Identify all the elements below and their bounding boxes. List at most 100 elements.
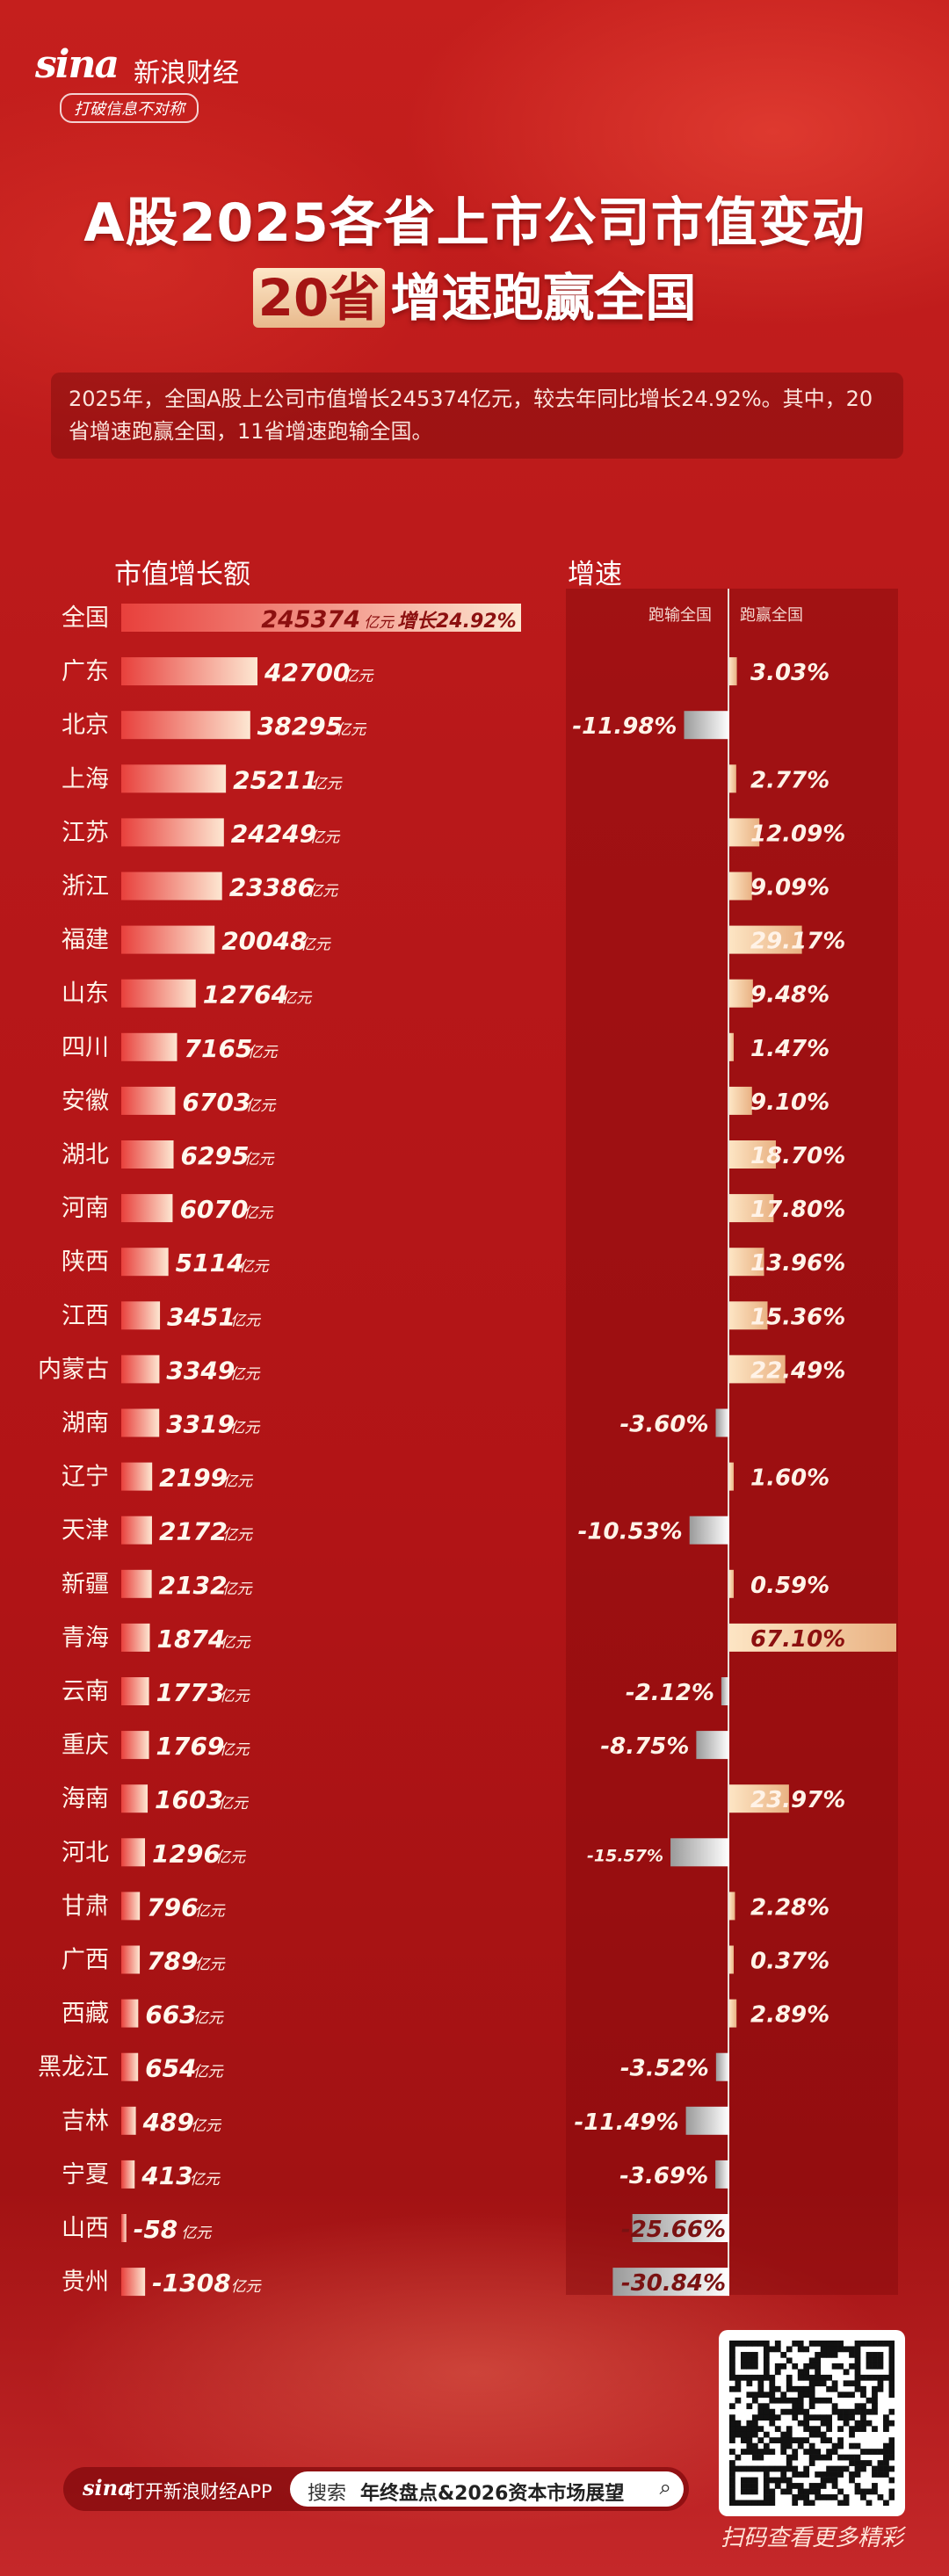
province-label: 湖北	[62, 1141, 109, 1169]
province-label: 江西	[62, 1302, 109, 1329]
growth-label: -11.49%	[574, 2109, 678, 2136]
growth-label: 2.28%	[750, 1894, 829, 1921]
value-unit: 亿元	[239, 1258, 271, 1276]
value-bar	[121, 1301, 161, 1330]
growth-bar-win	[729, 925, 802, 954]
province-label: 河北	[62, 1839, 109, 1866]
province-label: 江苏	[62, 819, 109, 846]
value-bar	[121, 2160, 135, 2189]
value-unit: 亿元	[244, 1151, 276, 1169]
value-unit: 亿元	[222, 1473, 254, 1491]
subtitle-rest: 增速跑赢全国	[390, 268, 697, 328]
growth-label: -25.66%	[621, 2217, 726, 2243]
sina-app-icon: sina	[83, 2475, 132, 2500]
value-label: 23386	[229, 873, 315, 902]
value-bar	[121, 711, 250, 740]
value-unit: 亿元	[245, 1097, 277, 1115]
open-app-text[interactable]: 打开新浪财经APP	[127, 2481, 272, 2502]
growth-label: -2.12%	[626, 1680, 714, 1706]
province-label: 全国	[62, 604, 109, 632]
growth-bar-win	[729, 1892, 735, 1921]
growth-bar-win	[729, 657, 737, 686]
value-unit: 亿元	[220, 1688, 251, 1705]
province-label: 西藏	[62, 2001, 109, 2028]
province-label: 陕西	[62, 1248, 109, 1276]
value-label: 12764	[203, 980, 288, 1009]
value-bar	[121, 1838, 146, 1867]
growth-label: 0.37%	[750, 1949, 829, 1975]
value-unit: 亿元	[193, 2064, 225, 2081]
brand-slogan: 打破信息不对称	[60, 93, 199, 123]
value-label: 1773	[156, 1678, 225, 1707]
province-label: 黑龙江	[38, 2054, 109, 2081]
value-label: 25211	[233, 765, 318, 794]
lose-label: 跑输全国	[648, 606, 712, 625]
value-label: 1769	[156, 1732, 225, 1761]
value-unit: 亿元	[308, 883, 339, 901]
growth-label: 9.10%	[750, 1089, 829, 1116]
search-keyword[interactable]: 年终盘点&2026资本市场展望	[360, 2483, 625, 2505]
growth-bar-win	[729, 1248, 764, 1277]
qr-pattern	[729, 2341, 895, 2506]
growth-bar-lose	[689, 1516, 729, 1545]
growth-label: 9.48%	[750, 982, 829, 1009]
value-label: 42700	[264, 658, 350, 687]
value-label: 796	[147, 1892, 198, 1921]
growth-bar-win	[729, 1623, 896, 1652]
province-label: 安徽	[62, 1088, 109, 1115]
growth-label: 2.89%	[750, 2002, 829, 2029]
value-label: 24249	[231, 819, 316, 848]
growth-bar-win	[729, 1462, 734, 1491]
growth-label: 12.09%	[750, 821, 845, 847]
value-unit: 亿元	[229, 1365, 261, 1383]
search-box[interactable]: 搜索 年终盘点&2026资本市场展望 ⌕	[290, 2471, 684, 2507]
province-label: 宁夏	[62, 2161, 109, 2189]
province-label: 天津	[62, 1517, 109, 1545]
value-label: 413	[141, 2161, 192, 2190]
value-label: 6703	[182, 1088, 250, 1117]
brand-name: 新浪财经	[134, 58, 239, 89]
value-bar	[121, 1784, 149, 1813]
growth-bar-lose	[612, 2268, 729, 2297]
value-label: 2172	[159, 1517, 228, 1546]
province-label: 湖南	[62, 1410, 109, 1437]
value-bar	[121, 1355, 160, 1384]
value-unit: 亿元	[229, 1420, 261, 1437]
value-bar	[121, 1677, 149, 1705]
open-app-bar[interactable]: sina 打开新浪财经APP 搜索 年终盘点&2026资本市场展望 ⌕	[63, 2467, 689, 2511]
value-label: 663	[145, 2001, 196, 2030]
value-bar	[121, 2214, 127, 2242]
value-label: 489	[142, 2108, 194, 2137]
growth-bar-lose	[670, 1838, 729, 1867]
value-bar	[121, 2268, 146, 2297]
growth-label: 18.70%	[750, 1143, 845, 1169]
growth-label: -8.75%	[600, 1733, 689, 1760]
value-bar	[121, 764, 227, 793]
province-label: 贵州	[62, 2268, 109, 2296]
value-unit: 亿元	[193, 2010, 225, 2028]
growth-bar-win	[729, 1032, 734, 1061]
qr-code[interactable]	[719, 2330, 905, 2516]
value-label: 2132	[159, 1571, 228, 1600]
value-unit: 亿元	[312, 775, 344, 792]
value-unit: 亿元	[344, 668, 375, 685]
growth-bar-win	[729, 1086, 752, 1115]
magnifier-icon[interactable]: ⌕	[659, 2475, 671, 2500]
page-subtitle: 20省 增速跑赢全国	[0, 257, 949, 330]
value-column-header: 市值增长额	[114, 559, 250, 590]
growth-label: -3.52%	[620, 2056, 709, 2082]
growth-bar-lose	[632, 2214, 729, 2242]
growth-bar-win	[729, 764, 736, 793]
growth-bar-lose	[715, 2052, 729, 2081]
growth-bar-win	[729, 1140, 776, 1169]
value-bar	[121, 1999, 139, 2028]
value-bar	[121, 1194, 173, 1223]
province-label: 北京	[62, 712, 109, 739]
qr-caption: 扫码查看更多精彩	[720, 2525, 903, 2551]
value-bar	[121, 979, 196, 1008]
value-label: 2199	[159, 1464, 228, 1493]
value-label: 6070	[179, 1195, 248, 1224]
growth-bar-win	[729, 1569, 734, 1598]
search-label: 搜索	[308, 2483, 347, 2505]
province-label: 吉林	[62, 2108, 109, 2135]
